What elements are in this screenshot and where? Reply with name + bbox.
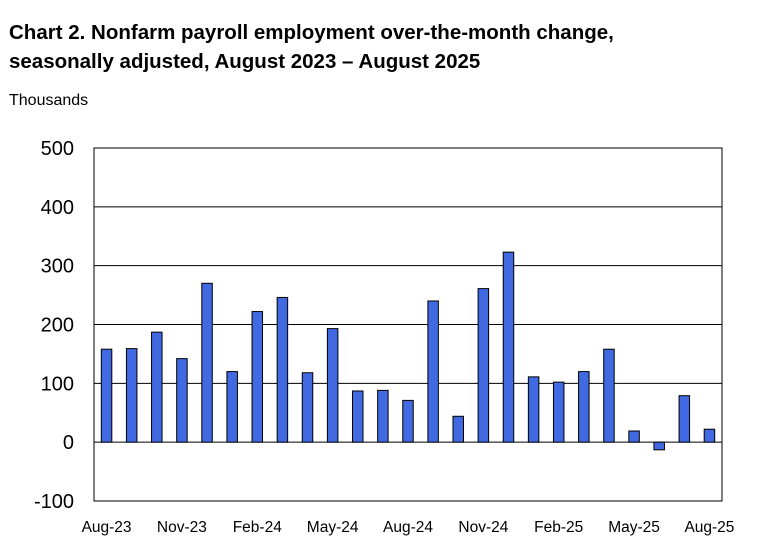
x-tick-label: Feb-24 — [233, 519, 282, 536]
bar — [453, 416, 464, 442]
bar — [378, 390, 389, 442]
bar — [503, 252, 513, 442]
x-tick-label: Aug-24 — [383, 519, 433, 536]
bar — [679, 396, 690, 442]
y-tick-label: 400 — [41, 197, 74, 219]
y-tick-label: -100 — [34, 491, 74, 513]
x-tick-label: May-25 — [608, 519, 660, 536]
bar — [353, 391, 364, 442]
y-tick-label: 100 — [41, 373, 74, 395]
bar — [277, 297, 288, 442]
x-tick-label: May-24 — [307, 519, 359, 536]
x-tick-label: Aug-23 — [82, 519, 132, 536]
bar — [252, 312, 263, 443]
bar — [403, 400, 414, 442]
bar — [704, 429, 715, 442]
y-tick-label: 300 — [41, 256, 74, 278]
x-tick-label: Nov-23 — [157, 519, 207, 536]
bar — [202, 283, 213, 442]
bar — [579, 372, 590, 443]
bar — [629, 431, 640, 442]
y-tick-label: 200 — [41, 315, 74, 337]
bar — [327, 329, 338, 443]
y-tick-label: 500 — [41, 138, 74, 160]
bar — [152, 332, 163, 442]
bar — [478, 289, 489, 443]
x-tick-label: Aug-25 — [684, 519, 734, 536]
bar — [227, 372, 238, 443]
bar — [553, 382, 564, 442]
bar — [126, 349, 136, 443]
bar — [604, 349, 615, 442]
y-tick-label: 0 — [63, 432, 74, 454]
x-tick-label: Feb-25 — [534, 519, 583, 536]
bar — [428, 301, 439, 442]
x-tick-label: Nov-24 — [458, 519, 508, 536]
bar — [101, 349, 112, 442]
bar — [302, 373, 313, 442]
bar — [654, 442, 665, 450]
bar — [528, 377, 539, 442]
bar — [177, 359, 188, 443]
